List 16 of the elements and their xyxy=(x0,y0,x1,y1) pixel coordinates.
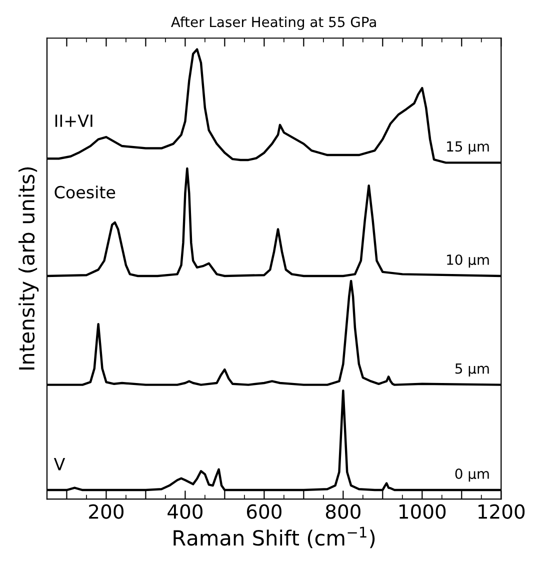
x-tick-label: 600 xyxy=(246,504,282,519)
x-axis-title: Raman Shift (cm$^{−1}$) xyxy=(174,526,375,548)
x-tick-label: 1200 xyxy=(478,504,525,519)
x-tick-label: 400 xyxy=(168,504,202,519)
y-axis-title: Intensity (arb units) xyxy=(18,167,39,370)
series-label: 5 µm xyxy=(455,363,489,376)
x-tick-label: 200 xyxy=(89,504,124,519)
series-label: 0 µm xyxy=(455,468,489,482)
x-tick-label: 1000 xyxy=(400,504,446,519)
series-label: 10 µm xyxy=(447,254,489,268)
series-label: 15 µm xyxy=(447,141,489,154)
annotation: II+VI xyxy=(55,114,92,127)
annotation: Coesite xyxy=(54,186,116,199)
annotation: V xyxy=(54,458,66,470)
chart-title: After Laser Heating at 55 GPa xyxy=(171,16,376,30)
x-tick-label: 800 xyxy=(326,504,360,519)
